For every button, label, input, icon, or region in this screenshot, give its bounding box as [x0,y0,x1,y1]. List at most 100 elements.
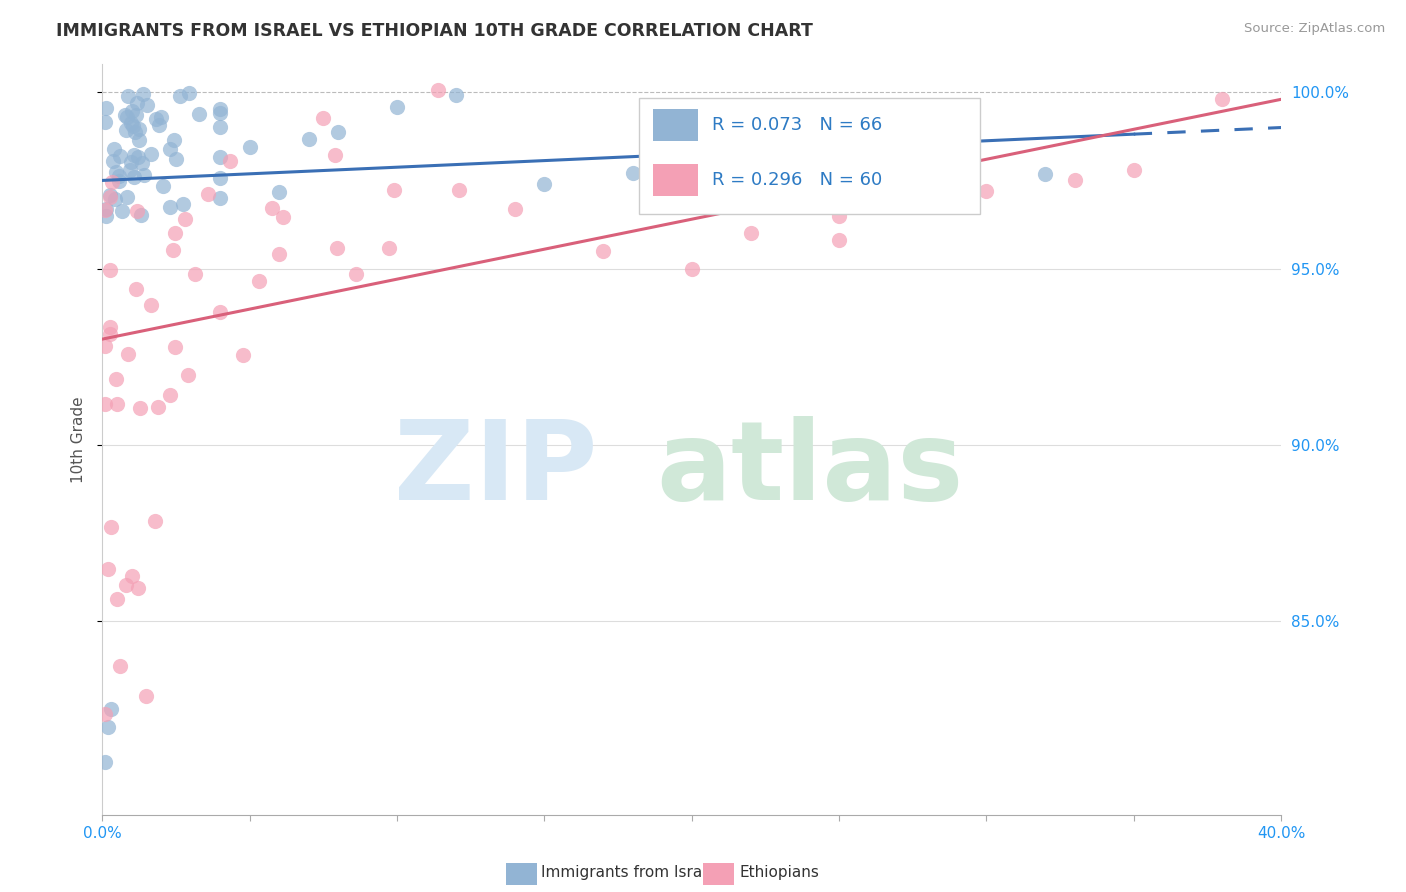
Point [105,592,128,607]
Point [209,191,232,205]
Point [100,520,122,534]
Text: Ethiopians: Ethiopians [740,865,820,880]
Point [128,133,150,147]
Point [111,203,134,218]
Point [127,581,149,595]
Point [165,152,187,166]
Point [103,142,125,156]
Point [267,185,290,199]
Point [115,123,138,137]
Point [96,202,118,216]
Point [122,169,145,184]
Point [173,212,195,227]
Point [209,305,232,319]
Point [209,102,232,116]
Point [124,107,146,121]
Point [239,140,262,154]
Point [1122,162,1144,177]
Point [159,388,181,402]
Point [105,397,128,411]
Point [127,150,149,164]
Point [143,514,166,528]
Point [101,154,124,169]
Point [209,120,232,135]
Point [148,401,170,415]
Point [127,204,149,219]
Point [828,233,851,247]
Point [125,96,148,111]
Point [125,282,148,296]
Point [94,202,117,217]
Point [444,88,467,103]
Point [129,401,152,415]
Point [121,119,143,133]
Point [1033,167,1056,181]
Point [94,114,117,128]
Text: R = 0.073   N = 66: R = 0.073 N = 66 [711,116,882,134]
Point [917,191,939,205]
Point [100,319,122,334]
Point [107,169,129,184]
Point [128,122,150,136]
Point [165,340,187,354]
Point [105,372,128,386]
Point [344,267,367,281]
Text: IMMIGRANTS FROM ISRAEL VS ETHIOPIAN 10TH GRADE CORRELATION CHART: IMMIGRANTS FROM ISRAEL VS ETHIOPIAN 10TH… [56,22,813,40]
Point [172,197,194,211]
Text: atlas: atlas [655,417,963,524]
Point [100,326,122,341]
Point [97,562,120,576]
Y-axis label: 10th Grade: 10th Grade [72,396,86,483]
Point [187,107,209,121]
Point [114,578,136,592]
Point [427,83,450,97]
Point [134,168,156,182]
Point [115,190,138,204]
Point [108,173,131,187]
Bar [652,109,697,141]
Point [120,163,142,178]
Point [740,227,762,241]
Point [169,89,191,103]
Point [98,263,121,277]
Point [139,297,162,311]
Point [260,201,283,215]
Point [681,261,703,276]
Point [592,244,614,258]
Point [149,111,172,125]
Point [159,200,181,214]
Point [197,187,219,202]
Point [165,226,187,240]
Point [209,170,232,185]
Point [97,720,120,734]
Point [96,209,118,223]
Point [740,119,762,133]
Text: Source: ZipAtlas.com: Source: ZipAtlas.com [1244,22,1385,36]
Point [101,175,124,189]
Point [117,88,139,103]
Point [124,125,146,139]
Point [326,241,349,255]
Point [121,104,143,119]
Point [159,142,181,156]
Point [131,156,153,170]
Text: Immigrants from Israel: Immigrants from Israel [541,865,716,880]
Point [152,178,174,193]
Point [148,118,170,132]
Point [135,689,157,703]
Point [94,101,117,115]
Text: ZIP: ZIP [394,417,598,524]
Point [385,101,408,115]
Point [94,339,117,353]
Point [105,165,128,179]
Point [120,116,142,130]
Point [100,702,122,716]
Point [209,105,232,120]
Point [120,155,142,169]
Point [312,111,335,125]
Point [177,368,200,383]
Point [94,397,117,411]
Point [184,268,207,282]
Point [297,132,319,146]
Point [219,153,242,168]
